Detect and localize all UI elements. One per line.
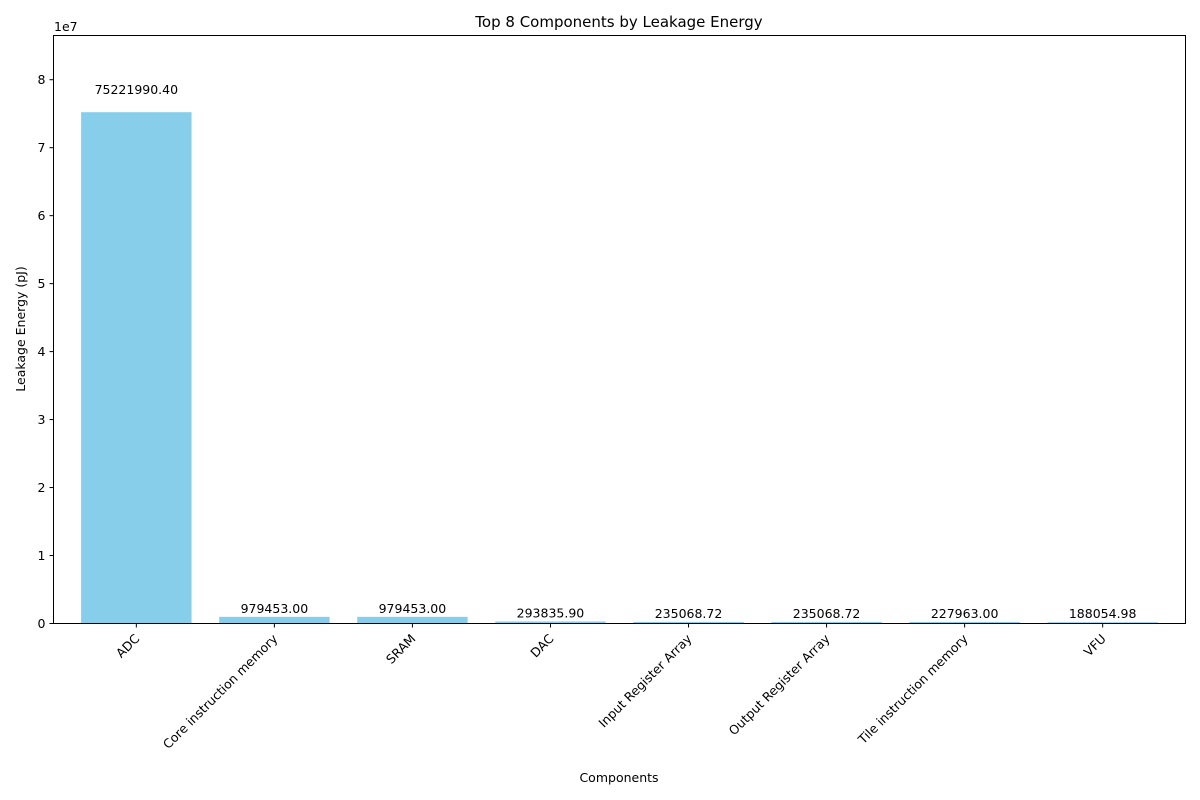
x-tick-label: Core instruction memory: [160, 631, 281, 752]
bar: [771, 621, 882, 624]
y-axis-label: Leakage Energy (pJ): [13, 266, 28, 391]
bar-value-label: 293835.90: [517, 606, 585, 621]
x-tick-label: ADC: [113, 631, 143, 661]
x-tick-label: SRAM: [383, 631, 419, 667]
y-tick-label: 5: [38, 276, 46, 291]
x-tick-label: DAC: [527, 631, 557, 661]
y-tick-label: 3: [38, 412, 46, 427]
bar-value-label: 979453.00: [379, 601, 447, 616]
bars-group: [81, 112, 1158, 624]
bar: [219, 616, 330, 624]
y-tick-label: 1: [38, 548, 46, 563]
x-tick-label: Tile instruction memory: [854, 631, 971, 748]
bar-value-label: 227963.00: [931, 606, 999, 621]
y-tick-label: 6: [38, 208, 46, 223]
bar-value-label: 75221990.40: [95, 82, 179, 97]
bar-value-label: 979453.00: [241, 601, 309, 616]
y-tick-label: 8: [38, 72, 46, 87]
bar: [1047, 622, 1158, 624]
y-axis-ticks: 0 1 2 3 4 5 6 7 8: [38, 72, 54, 631]
x-tick-label: Input Register Array: [595, 631, 695, 731]
y-tick-label: 2: [38, 480, 46, 495]
x-axis-ticks: ADC Core instruction memory SRAM DAC Input R…: [113, 623, 1109, 752]
bar: [81, 112, 192, 624]
plot-frame: [53, 35, 1186, 624]
y-tick-label: 0: [38, 616, 46, 631]
y-tick-label: 7: [38, 140, 46, 155]
bar-value-label: 235068.72: [793, 606, 861, 621]
chart-title: Top 8 Components by Leakage Energy: [474, 13, 763, 31]
y-tick-label: 4: [38, 344, 46, 359]
bar: [909, 621, 1020, 624]
bar-value-label: 188054.98: [1069, 606, 1137, 621]
bar: [357, 616, 468, 624]
x-tick-label: Output Register Array: [726, 631, 834, 739]
bar: [495, 621, 606, 624]
x-axis-label: Components: [579, 770, 658, 785]
x-tick-label: VFU: [1081, 631, 1109, 659]
scale-label: 1e7: [54, 19, 78, 34]
bar-value-label: 235068.72: [655, 606, 723, 621]
bar: [633, 621, 744, 624]
data-labels-group: 75221990.40 979453.00 979453.00 293835.90 23…: [95, 82, 1137, 621]
